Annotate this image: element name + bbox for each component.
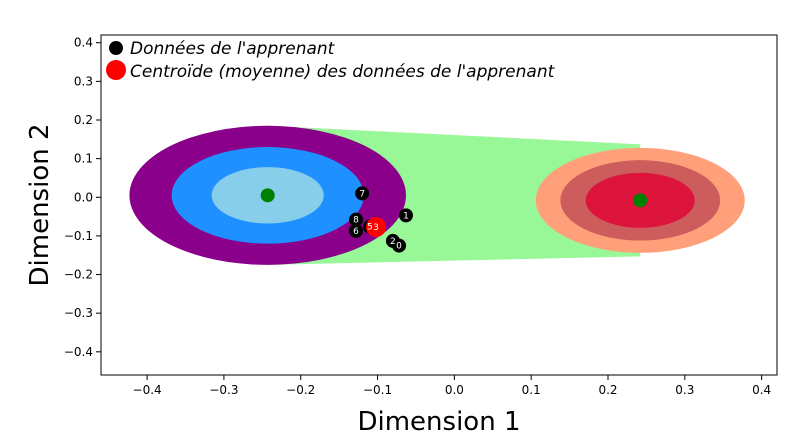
legend-label-learner-data: Données de l'apprenant xyxy=(130,39,336,59)
cluster-0-center xyxy=(260,188,275,203)
y-tick-label: −0.1 xyxy=(64,229,93,243)
y-tick-label: 0.2 xyxy=(74,113,93,127)
learner-point-label-6: 6 xyxy=(353,227,359,237)
learner-point-6 xyxy=(349,223,364,238)
centroid-marker xyxy=(366,217,387,238)
learner-point-label-5: 5 xyxy=(367,223,373,233)
learner-point-8 xyxy=(349,212,364,227)
cluster-1-center xyxy=(633,193,648,208)
learner-point-label-1: 1 xyxy=(403,211,409,221)
legend-marker-centroid xyxy=(106,60,126,80)
y-tick-label: 0.4 xyxy=(74,36,93,50)
legend: Données de l'apprenant Centroïde (moyenn… xyxy=(106,39,556,82)
x-tick-label: 0.2 xyxy=(598,383,617,397)
y-tick-label: 0.3 xyxy=(74,74,93,88)
x-axis-label: Dimension 1 xyxy=(357,407,520,437)
learner-point-label-2: 2 xyxy=(390,237,396,247)
x-tick-label: −0.3 xyxy=(209,383,238,397)
y-axis: −0.4 −0.3 −0.2 −0.1 0.0 0.1 0.2 0.3 0.4 xyxy=(64,36,101,359)
y-axis-label: Dimension 2 xyxy=(25,123,55,286)
y-tick-label: −0.2 xyxy=(64,268,93,282)
x-tick-label: 0.0 xyxy=(445,383,464,397)
learner-point-2 xyxy=(385,233,400,248)
plot-frame xyxy=(100,34,778,376)
learner-point-label-3: 3 xyxy=(373,223,379,233)
learner-point-label-0: 0 xyxy=(396,242,402,252)
x-tick-label: 0.1 xyxy=(522,383,541,397)
plot-area: 0 1 2 356 7 8 xyxy=(129,125,745,265)
legend-marker-learner-data xyxy=(109,41,123,55)
learner-point-1 xyxy=(398,208,413,223)
y-tick-label: 0.1 xyxy=(74,152,93,166)
learner-point-label-8: 8 xyxy=(353,216,359,226)
learner-point-7 xyxy=(355,186,370,201)
y-tick-label: 0.0 xyxy=(74,190,93,204)
y-tick-label: −0.4 xyxy=(64,345,93,359)
x-axis: −0.4 −0.3 −0.2 −0.1 0.0 0.1 0.2 0.3 0.4 xyxy=(133,375,771,397)
x-tick-label: 0.3 xyxy=(675,383,694,397)
legend-label-centroid: Centroïde (moyenne) des données de l'app… xyxy=(130,62,556,82)
y-tick-label: −0.3 xyxy=(64,306,93,320)
x-tick-label: −0.4 xyxy=(133,383,162,397)
x-tick-label: −0.2 xyxy=(286,383,315,397)
learner-point-label-7: 7 xyxy=(359,189,365,199)
x-tick-label: 0.4 xyxy=(752,383,771,397)
x-tick-label: −0.1 xyxy=(363,383,392,397)
